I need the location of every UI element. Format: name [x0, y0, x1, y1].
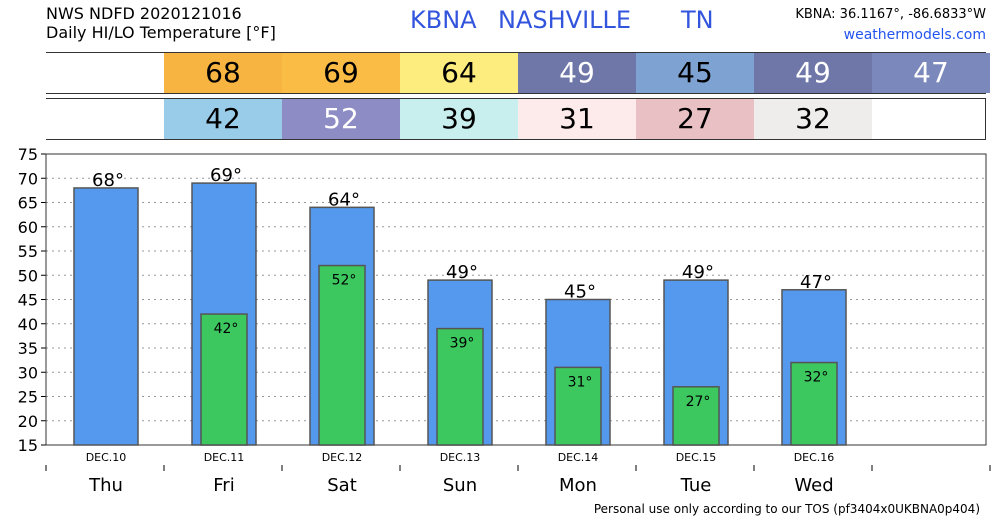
station-state: TN	[681, 6, 714, 34]
date-label: DEC.16	[794, 451, 835, 464]
chart-title: Daily HI/LO Temperature [°F]	[46, 23, 276, 42]
site-link[interactable]: weathermodels.com	[843, 27, 986, 43]
y-tick-label: 15	[18, 436, 38, 455]
station-coords: KBNA: 36.1167°, -86.6833°W	[795, 7, 986, 22]
hi-bar-label: 47°	[800, 272, 832, 293]
y-tick-label: 60	[18, 218, 38, 237]
date-label: DEC.12	[322, 451, 363, 464]
hi_strip-cell: 69	[282, 53, 400, 93]
lo-bar	[318, 264, 366, 446]
date-label: DEC.13	[440, 451, 481, 464]
day-label: Sat	[327, 475, 357, 496]
lo-bar	[554, 366, 602, 446]
hi_strip-cell: 45	[636, 53, 754, 93]
lo-bar-label: 32°	[804, 370, 829, 386]
lo_strip-cell: 27	[636, 99, 754, 139]
date-label: DEC.14	[558, 451, 599, 464]
y-tick-label: 25	[18, 388, 38, 407]
lo-bar-label: 39°	[450, 336, 475, 352]
station-id: KBNA	[410, 6, 477, 34]
hi-bar-label: 49°	[446, 262, 478, 283]
lo-bar-label: 52°	[332, 273, 357, 289]
y-tick-label: 70	[18, 169, 38, 188]
y-tick-label: 45	[18, 291, 38, 310]
product-label: NWS NDFD 2020121016	[46, 4, 242, 23]
lo-bar-label: 42°	[214, 321, 239, 337]
hi_strip-cell: 68	[164, 53, 282, 93]
lo_strip-cell: 31	[518, 99, 636, 139]
y-tick-label: 35	[18, 339, 38, 358]
lo-bar	[790, 361, 838, 446]
lo-bar	[436, 327, 484, 446]
lo_strip-cell: 32	[754, 99, 872, 139]
lo-bar	[672, 386, 720, 446]
date-label: DEC.15	[676, 451, 717, 464]
hi_strip-cell: 49	[518, 53, 636, 93]
hi_strip-cell: 49	[754, 53, 872, 93]
hi-bar-label: 45°	[564, 282, 596, 303]
y-tick-label: 20	[18, 412, 38, 431]
lo_strip-cell: 52	[282, 99, 400, 139]
chart-header: NWS NDFD 2020121016 Daily HI/LO Temperat…	[46, 4, 276, 42]
lo_strip-cell	[46, 99, 164, 139]
plot-frame	[45, 153, 987, 446]
hi_strip-cell	[46, 53, 164, 93]
day-label: Wed	[794, 475, 833, 496]
day-label: Mon	[559, 475, 597, 496]
station-info: KBNA: 36.1167°, -86.6833°W weathermodels…	[795, 5, 986, 45]
date-label: DEC.11	[204, 451, 245, 464]
lo_strip-cell: 42	[164, 99, 282, 139]
lo-bar-label: 31°	[568, 374, 593, 390]
y-tick-label: 40	[18, 315, 38, 334]
lo-bar	[200, 313, 248, 446]
y-tick-label: 75	[18, 145, 38, 164]
hi-bar-label: 64°	[328, 189, 360, 210]
y-tick-label: 30	[18, 363, 38, 382]
y-tick-label: 65	[18, 194, 38, 213]
date-label: DEC.10	[86, 451, 127, 464]
hi-bar	[73, 187, 139, 446]
hi_strip-cell: 64	[400, 53, 518, 93]
day-label: Sun	[443, 475, 477, 496]
hi-bar-label: 69°	[210, 165, 242, 186]
hi-bar-label: 49°	[682, 262, 714, 283]
lo-bar-label: 27°	[686, 394, 711, 410]
day-label: Fri	[213, 475, 234, 496]
lo-temperature-strip: 42 52 39 31 27 32	[46, 98, 986, 140]
hi_strip-cell: 47	[872, 53, 990, 93]
hi-temperature-strip: 68 69 64 49 45 49 47	[46, 52, 990, 94]
day-label: Thu	[88, 475, 123, 496]
station-name: NASHVILLE	[498, 6, 632, 34]
day-label: Tue	[680, 475, 712, 496]
footnote: Personal use only according to our TOS (…	[593, 502, 980, 516]
y-tick-label: 55	[18, 242, 38, 261]
y-tick-label: 50	[18, 266, 38, 285]
lo_strip-cell: 39	[400, 99, 518, 139]
hi-bar-label: 68°	[92, 170, 124, 191]
